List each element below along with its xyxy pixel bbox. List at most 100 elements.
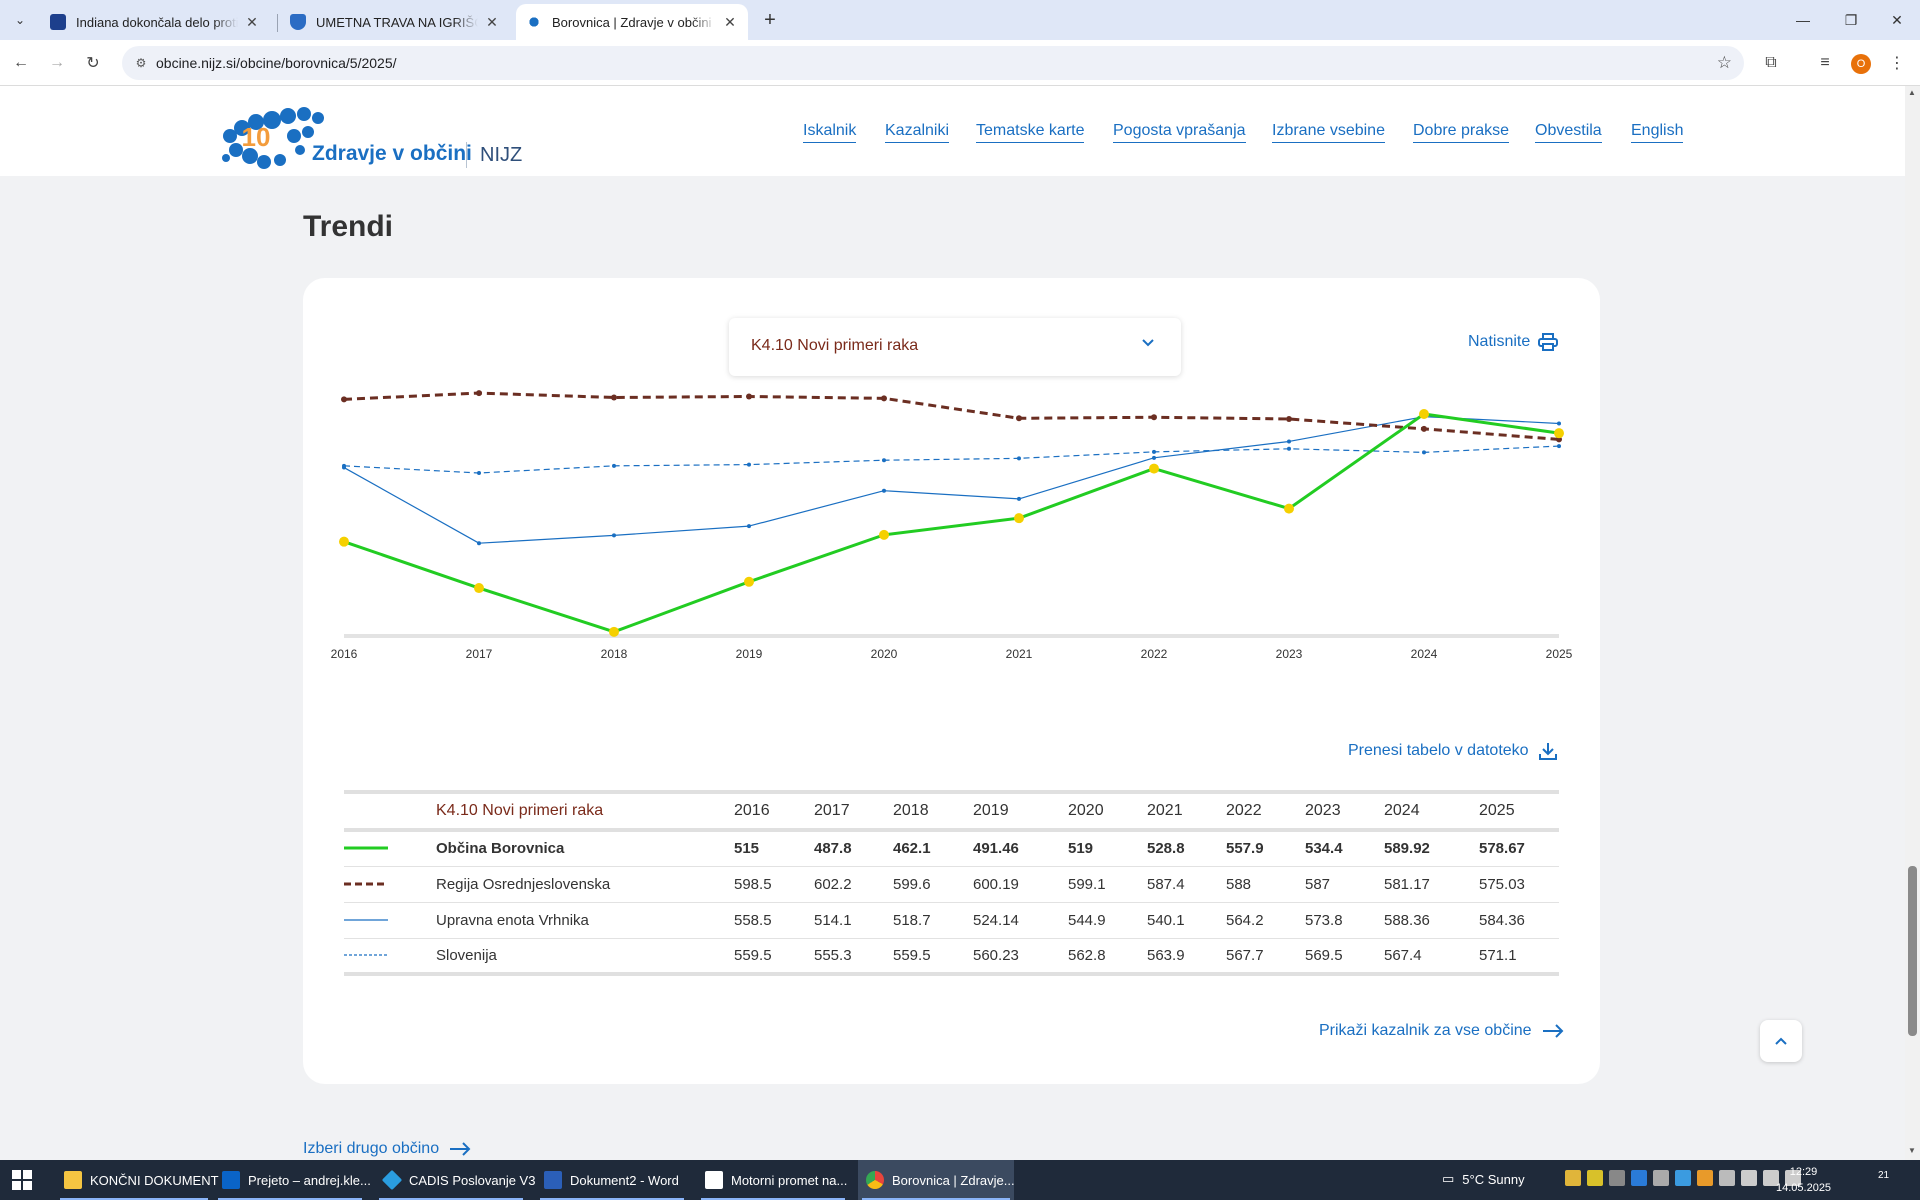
app-tray-icon[interactable]: [1609, 1170, 1625, 1186]
back-icon[interactable]: ←: [13, 54, 29, 71]
app-tray-icon[interactable]: [1631, 1170, 1647, 1186]
clock[interactable]: 12:29 14.05.2025: [1776, 1164, 1831, 1196]
page-scrollbar[interactable]: ▲ ▼: [1905, 86, 1920, 1160]
profile-avatar[interactable]: O: [1851, 54, 1871, 74]
forward-icon[interactable]: →: [49, 54, 65, 71]
nav-english[interactable]: English: [1631, 122, 1684, 143]
tab-title: UMETNA TRAVA NA IGRIŠČU V: [316, 14, 478, 30]
indicator-select[interactable]: K4.10 Novi primeri raka: [729, 318, 1181, 376]
notifications-icon[interactable]: 21: [1878, 1170, 1900, 1190]
taskbar-underline: [60, 1198, 208, 1200]
x-tick-label: 2023: [1276, 647, 1303, 661]
nav-tematske-karte[interactable]: Tematske karte: [976, 122, 1085, 143]
network-icon[interactable]: [1741, 1170, 1757, 1186]
data-point: [342, 465, 346, 470]
cell: 462.1: [893, 840, 931, 858]
data-point: [882, 488, 886, 493]
back-to-top-button[interactable]: [1760, 1020, 1802, 1062]
new-tab-button[interactable]: +: [764, 8, 776, 31]
show-all-municipalities-link[interactable]: Prikaži kazalnik za vse občine: [1319, 1022, 1564, 1040]
taskbar-item-active[interactable]: Borovnica | Zdravje...: [858, 1160, 1015, 1200]
data-point: [1016, 415, 1022, 422]
media-control-icon[interactable]: ≡: [1820, 54, 1830, 71]
address-bar[interactable]: ⚙ obcine.nijz.si/obcine/borovnica/5/2025…: [122, 46, 1744, 80]
nav-obvestila[interactable]: Obvestila: [1535, 122, 1602, 143]
section-title: Trendi: [303, 210, 394, 243]
scroll-up-icon[interactable]: ▲: [1908, 88, 1916, 97]
app-tray-icon[interactable]: [1719, 1170, 1735, 1186]
nav-kazalniki[interactable]: Kazalniki: [885, 122, 950, 143]
data-point: [1152, 449, 1156, 454]
weather-widget[interactable]: ▭ 5°C Sunny: [1442, 1171, 1525, 1187]
choose-other-municipality-link[interactable]: Izberi drugo občino: [303, 1140, 471, 1158]
x-tick-label: 2020: [871, 647, 898, 661]
url-text[interactable]: obcine.nijz.si/obcine/borovnica/5/2025/: [156, 55, 397, 71]
taskbar-item[interactable]: Dokument2 - Word: [536, 1160, 688, 1200]
other-municipality-label: Izberi drugo občino: [303, 1140, 440, 1157]
site-info-icon[interactable]: ⚙: [135, 56, 147, 70]
windows-start-icon[interactable]: [12, 1170, 32, 1190]
data-point: [612, 463, 616, 468]
logo-icon[interactable]: 10: [220, 106, 330, 172]
bookmark-star-icon[interactable]: ☆: [1716, 53, 1732, 72]
nav-iskalnik[interactable]: Iskalnik: [803, 122, 857, 143]
clock-date: 14.05.2025: [1776, 1182, 1832, 1194]
logo-number: 10: [242, 122, 271, 152]
tab-search-chevron-icon[interactable]: ⌄: [14, 13, 26, 27]
scroll-down-icon[interactable]: ▼: [1908, 1146, 1916, 1155]
mail-tray-icon[interactable]: [1565, 1170, 1581, 1186]
app-tray-icon[interactable]: [1653, 1170, 1669, 1186]
table-row: Občina Borovnica 515 487.8 462.1 491.46 …: [344, 830, 1559, 866]
taskbar-item[interactable]: CADIS Poslovanje V3: [375, 1160, 535, 1200]
download-table-button[interactable]: Prenesi tabelo v datoteko: [1348, 742, 1557, 760]
data-point: [474, 583, 484, 594]
nav-izbrane-vsebine[interactable]: Izbrane vsebine: [1272, 122, 1385, 143]
data-point: [881, 395, 887, 402]
reload-icon[interactable]: ↻: [86, 55, 100, 72]
logo-org[interactable]: NIJZ: [480, 144, 523, 166]
tab-3-active[interactable]: Borovnica | Zdravje v občini | N ✕: [516, 4, 748, 40]
nav-dobre-prakse[interactable]: Dobre prakse: [1413, 122, 1510, 143]
data-point: [1421, 425, 1427, 432]
logo-title[interactable]: Zdravje v občini: [312, 142, 472, 165]
app-tray-icon[interactable]: [1587, 1170, 1603, 1186]
tab-close-icon[interactable]: ✕: [486, 13, 498, 30]
cell: 587.4: [1147, 875, 1185, 893]
tab-1[interactable]: Indiana dokončala delo proti pr ✕: [40, 4, 270, 40]
tab-separator: [277, 14, 278, 32]
nav-pogosta-vprasanja[interactable]: Pogosta vprašanja: [1113, 122, 1246, 143]
system-tray: [1565, 1170, 1801, 1186]
tab-close-icon[interactable]: ✕: [246, 13, 258, 30]
scrollbar-thumb[interactable]: [1908, 866, 1917, 1036]
x-tick-label: 2018: [601, 647, 628, 661]
minimize-icon[interactable]: —: [1796, 12, 1810, 28]
print-button[interactable]: Natisnite: [1468, 333, 1559, 351]
x-tick-label: 2019: [736, 647, 763, 661]
volume-icon[interactable]: [1763, 1170, 1779, 1186]
chevron-up-icon: [1775, 1037, 1787, 1045]
taskbar-item[interactable]: KONČNI DOKUMENT: [56, 1160, 219, 1200]
close-window-icon[interactable]: ✕: [1891, 11, 1903, 28]
cell: 567.7: [1226, 946, 1264, 964]
restore-icon[interactable]: ❐: [1844, 11, 1858, 28]
tab-2[interactable]: UMETNA TRAVA NA IGRIŠČU V ✕: [280, 4, 510, 40]
page-viewport: 10 Zdravje v občini NIJZ Iskalnik Kazaln…: [0, 86, 1905, 1160]
photos-icon: [705, 1171, 723, 1189]
browser-menu-icon[interactable]: ⋮: [1889, 55, 1905, 72]
cell: 540.1: [1147, 911, 1185, 929]
table-row: Regija Osrednjeslovenska 598.5 602.2 599…: [344, 866, 1559, 902]
taskbar-item[interactable]: Prejeto – andrej.kle...: [214, 1160, 371, 1200]
cell: 564.2: [1226, 911, 1264, 929]
cell: 598.5: [734, 875, 772, 893]
extensions-icon[interactable]: ⧉: [1765, 54, 1777, 71]
app-tray-icon[interactable]: [1697, 1170, 1713, 1186]
tab-close-icon[interactable]: ✕: [724, 13, 736, 30]
app-tray-icon[interactable]: [1785, 1170, 1801, 1186]
cell: 558.5: [734, 911, 772, 929]
taskbar-label: Motorni promet na...: [731, 1172, 848, 1188]
windows-taskbar: KONČNI DOKUMENT Prejeto – andrej.kle... …: [0, 1160, 1920, 1200]
taskbar-item[interactable]: Motorni promet na...: [697, 1160, 849, 1200]
weather-icon: ▭: [1442, 1171, 1455, 1186]
cell: 534.4: [1305, 840, 1343, 858]
app-tray-icon[interactable]: [1675, 1170, 1691, 1186]
